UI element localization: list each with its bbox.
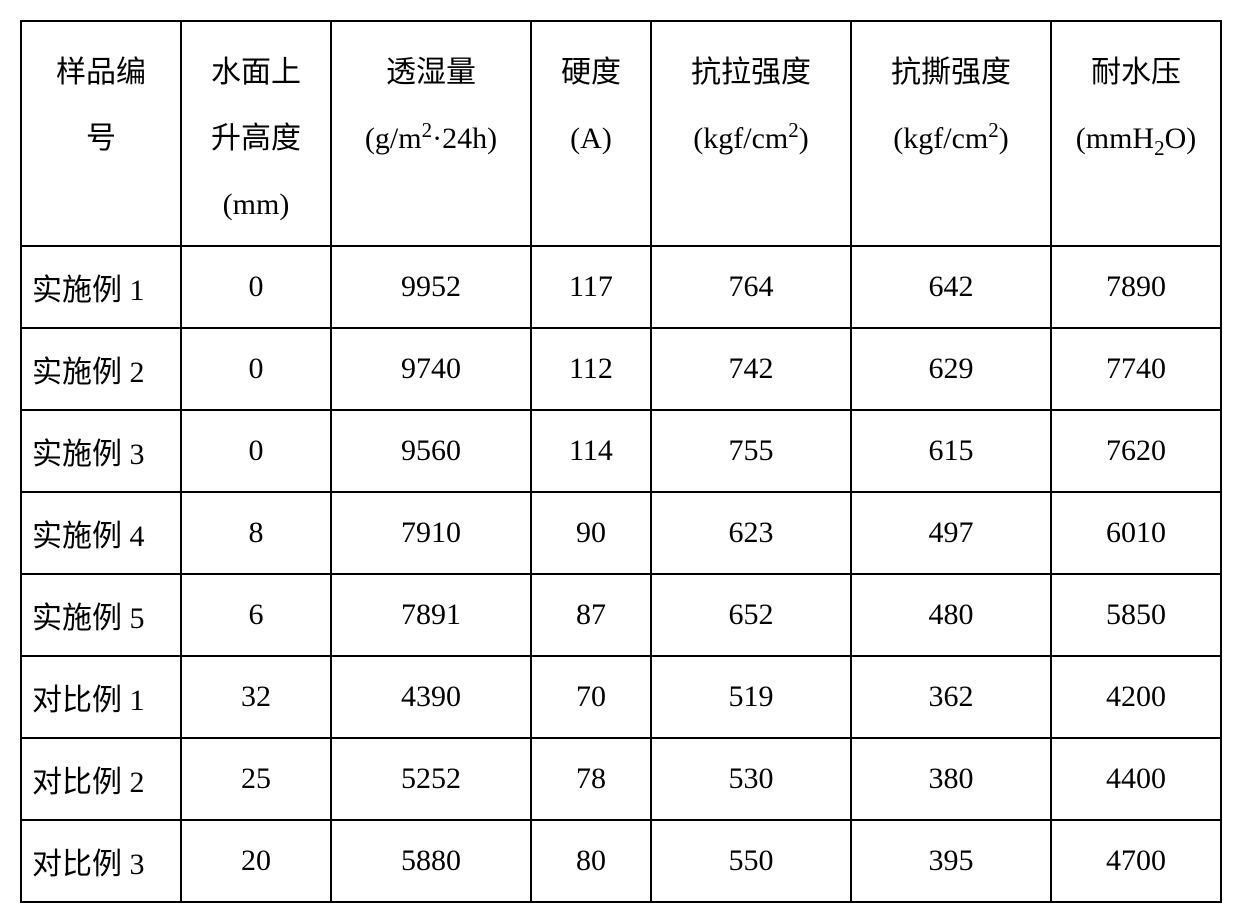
row-label: 对比例 2 <box>21 738 181 820</box>
cell-value: 629 <box>851 328 1051 410</box>
cell-value: 90 <box>531 492 651 574</box>
material-properties-table: 样品编 号 水面上 升高度 (mm) 透湿量 (g/m2·24h) <box>20 20 1222 903</box>
cell-value: 764 <box>651 246 851 328</box>
cell-value: 0 <box>181 246 331 328</box>
table-row: 实施例 3095601147556157620 <box>21 410 1221 492</box>
cell-value: 4700 <box>1051 820 1221 902</box>
cell-value: 5252 <box>331 738 531 820</box>
cell-value: 7740 <box>1051 328 1221 410</box>
cell-value: 7890 <box>1051 246 1221 328</box>
col-header-sample-id: 样品编 号 <box>21 21 181 246</box>
cell-value: 0 <box>181 328 331 410</box>
col-header-hardness: 硬度 (A) <box>531 21 651 246</box>
table-row: 对比例 2255252785303804400 <box>21 738 1221 820</box>
cell-value: 550 <box>651 820 851 902</box>
header-text: 水面上 <box>211 40 301 106</box>
header-unit: (g/m2·24h) <box>365 106 497 172</box>
cell-value: 480 <box>851 574 1051 656</box>
cell-value: 78 <box>531 738 651 820</box>
cell-value: 7891 <box>331 574 531 656</box>
cell-value: 7910 <box>331 492 531 574</box>
cell-value: 5850 <box>1051 574 1221 656</box>
table-row: 实施例 2097401127426297740 <box>21 328 1221 410</box>
cell-value: 642 <box>851 246 1051 328</box>
cell-value: 6 <box>181 574 331 656</box>
table-row: 对比例 3205880805503954700 <box>21 820 1221 902</box>
cell-value: 4400 <box>1051 738 1221 820</box>
row-label: 实施例 5 <box>21 574 181 656</box>
header-unit: (mmH2O) <box>1076 106 1196 172</box>
cell-value: 497 <box>851 492 1051 574</box>
row-label: 实施例 2 <box>21 328 181 410</box>
cell-value: 530 <box>651 738 851 820</box>
col-header-water-pressure: 耐水压 (mmH2O) <box>1051 21 1221 246</box>
cell-value: 70 <box>531 656 651 738</box>
cell-value: 615 <box>851 410 1051 492</box>
header-text: 透湿量 <box>386 40 476 106</box>
row-label: 实施例 3 <box>21 410 181 492</box>
header-unit: (kgf/cm2) <box>693 106 808 172</box>
cell-value: 4390 <box>331 656 531 738</box>
header-unit: (A) <box>570 106 612 172</box>
header-text: 抗撕强度 <box>891 40 1011 106</box>
row-label: 实施例 4 <box>21 492 181 574</box>
col-header-tear: 抗撕强度 (kgf/cm2) <box>851 21 1051 246</box>
cell-value: 80 <box>531 820 651 902</box>
table-header-row: 样品编 号 水面上 升高度 (mm) 透湿量 (g/m2·24h) <box>21 21 1221 246</box>
cell-value: 0 <box>181 410 331 492</box>
cell-value: 20 <box>181 820 331 902</box>
header-text: 硬度 <box>561 40 621 106</box>
header-text: 升高度 <box>211 106 301 172</box>
cell-value: 117 <box>531 246 651 328</box>
table-body: 实施例 1099521177646427890实施例 2097401127426… <box>21 246 1221 902</box>
cell-value: 25 <box>181 738 331 820</box>
col-header-water-rise: 水面上 升高度 (mm) <box>181 21 331 246</box>
cell-value: 755 <box>651 410 851 492</box>
cell-value: 395 <box>851 820 1051 902</box>
cell-value: 652 <box>651 574 851 656</box>
header-text: 抗拉强度 <box>691 40 811 106</box>
row-label: 对比例 1 <box>21 656 181 738</box>
cell-value: 9952 <box>331 246 531 328</box>
cell-value: 112 <box>531 328 651 410</box>
header-unit: (mm) <box>223 172 290 238</box>
cell-value: 362 <box>851 656 1051 738</box>
header-text: 样品编 <box>56 40 146 106</box>
cell-value: 519 <box>651 656 851 738</box>
header-text: 耐水压 <box>1091 40 1181 106</box>
table-row: 实施例 487910906234976010 <box>21 492 1221 574</box>
cell-value: 8 <box>181 492 331 574</box>
cell-value: 32 <box>181 656 331 738</box>
table-row: 对比例 1324390705193624200 <box>21 656 1221 738</box>
cell-value: 114 <box>531 410 651 492</box>
cell-value: 9740 <box>331 328 531 410</box>
cell-value: 5880 <box>331 820 531 902</box>
cell-value: 87 <box>531 574 651 656</box>
cell-value: 9560 <box>331 410 531 492</box>
cell-value: 380 <box>851 738 1051 820</box>
row-label: 实施例 1 <box>21 246 181 328</box>
cell-value: 623 <box>651 492 851 574</box>
header-text: 号 <box>86 106 116 172</box>
col-header-tensile: 抗拉强度 (kgf/cm2) <box>651 21 851 246</box>
col-header-mvtr: 透湿量 (g/m2·24h) <box>331 21 531 246</box>
row-label: 对比例 3 <box>21 820 181 902</box>
cell-value: 7620 <box>1051 410 1221 492</box>
cell-value: 6010 <box>1051 492 1221 574</box>
cell-value: 4200 <box>1051 656 1221 738</box>
table-row: 实施例 1099521177646427890 <box>21 246 1221 328</box>
cell-value: 742 <box>651 328 851 410</box>
table-row: 实施例 567891876524805850 <box>21 574 1221 656</box>
header-unit: (kgf/cm2) <box>893 106 1008 172</box>
